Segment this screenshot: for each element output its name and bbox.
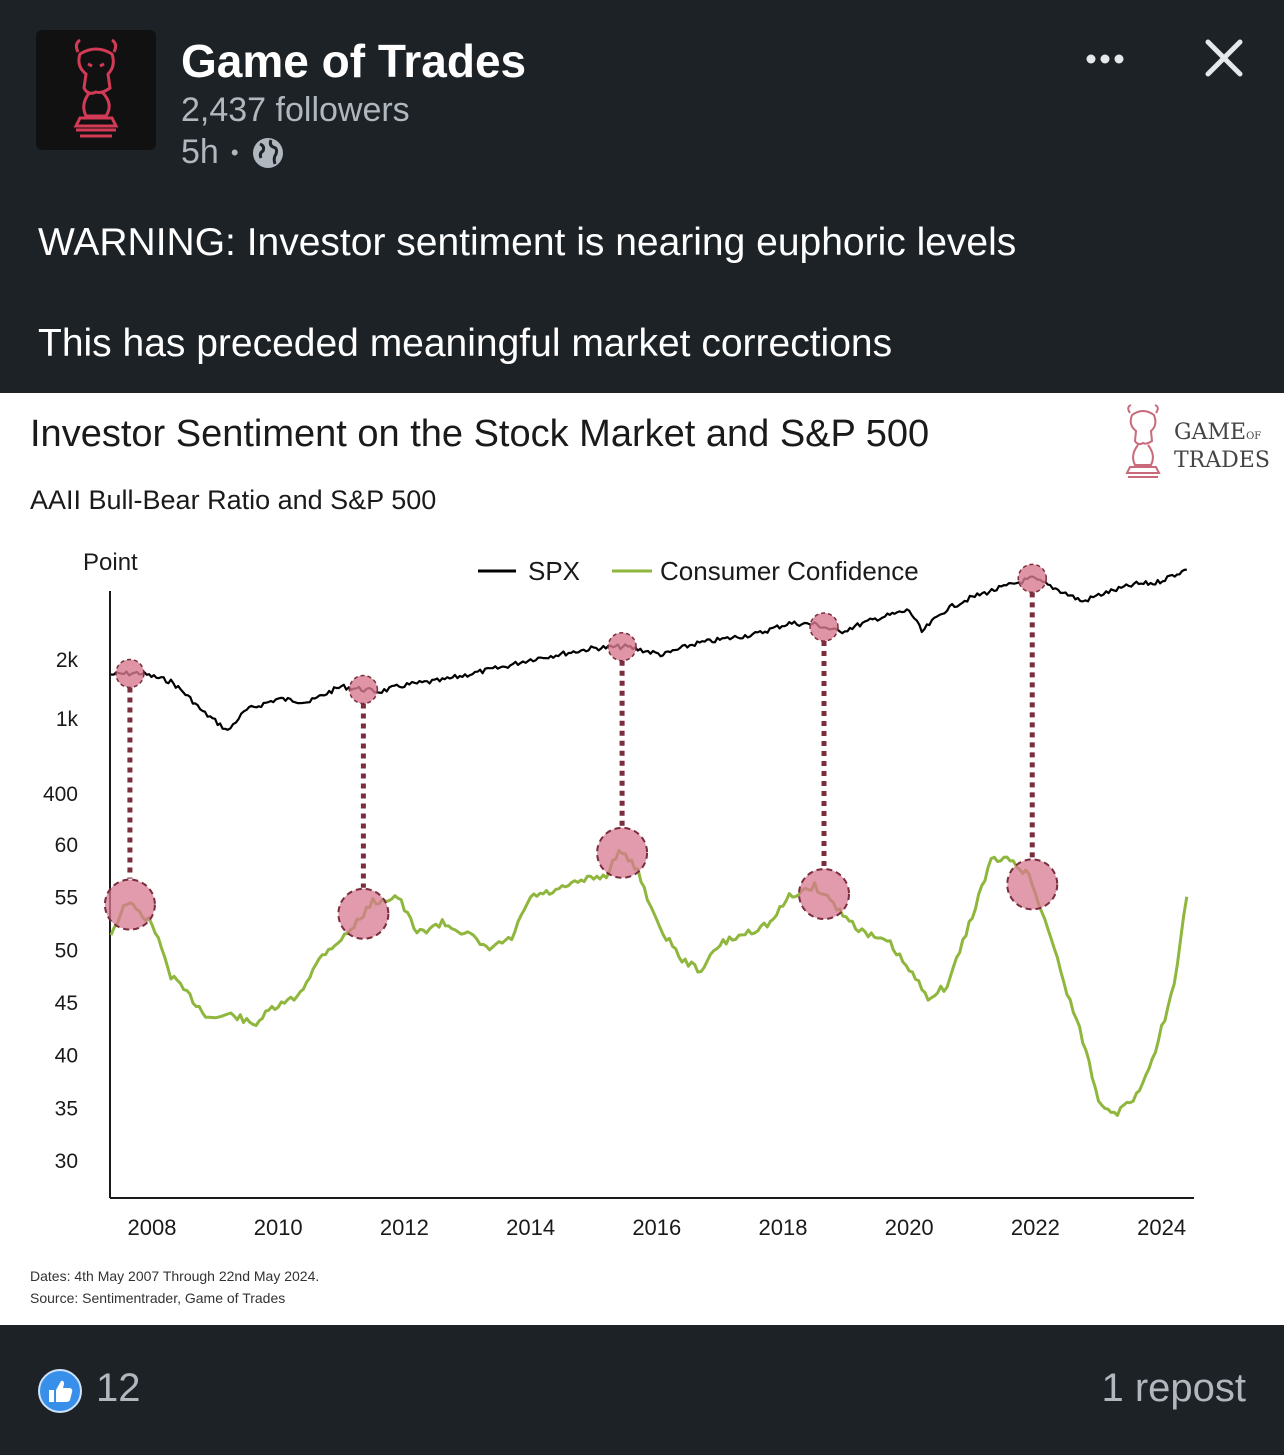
legend-label-confidence: Consumer Confidence — [660, 556, 919, 586]
post-meta: 5h • — [181, 133, 285, 172]
confidence-highlight-marker — [337, 887, 390, 940]
post-header: Game of Trades 2,437 followers 5h • — [0, 0, 1284, 190]
chart-image[interactable]: Investor Sentiment on the Stock Market a… — [0, 393, 1284, 1325]
confidence-highlight-marker — [103, 878, 156, 931]
spx-highlight-marker — [348, 674, 379, 705]
y-axis-label: Point — [83, 549, 138, 576]
x-tick-label: 2010 — [254, 1215, 303, 1240]
spx-highlight-marker — [115, 658, 145, 689]
x-tick-label: 2014 — [506, 1215, 555, 1240]
brand-logo-icon — [1125, 404, 1161, 478]
x-tick-label: 2008 — [128, 1215, 177, 1240]
dates-note: Dates: 4th May 2007 Through 22nd May 202… — [30, 1268, 320, 1284]
post-text-line: This has preceded meaningful market corr… — [38, 322, 893, 365]
spx-highlight-marker — [607, 631, 637, 662]
brand-wordmark: GAMEOF TRADES — [1174, 421, 1270, 473]
source-note: Source: Sentimentrader, Game of Trades — [30, 1290, 286, 1306]
company-logo[interactable] — [36, 30, 156, 150]
x-tick-label: 2020 — [885, 1215, 934, 1240]
y-tick-label: 50 — [55, 939, 78, 962]
close-button[interactable] — [1198, 32, 1250, 84]
y-tick-label: 1k — [56, 708, 79, 731]
y-tick-label: 60 — [55, 834, 78, 857]
chart-title: Investor Sentiment on the Stock Market a… — [30, 413, 930, 455]
author-name[interactable]: Game of Trades — [181, 35, 527, 87]
confidence-highlight-marker — [1006, 858, 1059, 911]
brand-line-of: OF — [1246, 431, 1262, 442]
follower-count: 2,437 followers — [181, 91, 410, 129]
x-tick-label: 2024 — [1137, 1215, 1186, 1240]
thumbs-up-icon[interactable] — [38, 1369, 82, 1413]
y-tick-label: 55 — [55, 887, 78, 910]
post-text: WARNING: Investor sentiment is nearing e… — [38, 218, 1016, 369]
y-tick-label: 35 — [55, 1097, 78, 1120]
brand-line-trades: TRADES — [1174, 448, 1270, 473]
chart-plot: Point 2k 1k 400 60 55 50 45 40 35 30 2008 2010 2012 20… — [43, 549, 1194, 1240]
repost-count[interactable]: 1 repost — [1101, 1366, 1246, 1410]
globe-icon — [252, 137, 283, 168]
like-count[interactable]: 12 — [96, 1366, 141, 1410]
x-tick-label: 2016 — [632, 1215, 681, 1240]
post-text-line: WARNING: Investor sentiment is nearing e… — [38, 221, 1017, 264]
y-tick-label: 2k — [56, 649, 79, 672]
y-tick-label: 40 — [55, 1045, 78, 1068]
close-icon — [1205, 39, 1243, 77]
legend-label-spx: SPX — [528, 556, 580, 586]
post-time: 5h — [181, 133, 219, 171]
y-tick-label: 400 — [43, 783, 78, 806]
more-options-button[interactable] — [1078, 30, 1132, 84]
knight-bull-logo-icon — [73, 38, 119, 138]
brand-line-game: GAME — [1174, 420, 1247, 445]
more-horizontal-icon — [1086, 54, 1124, 64]
post-footer — [0, 1325, 1284, 1455]
spx-highlight-marker — [1017, 563, 1047, 594]
x-tick-label: 2018 — [759, 1215, 808, 1240]
chart-subtitle: AAII Bull-Bear Ratio and S&P 500 — [30, 485, 437, 515]
spx-series-line — [110, 568, 1187, 731]
confidence-highlight-marker — [596, 826, 649, 879]
y-tick-label: 30 — [55, 1150, 78, 1173]
y-tick-label: 45 — [55, 992, 78, 1015]
confidence-highlight-marker — [798, 868, 851, 921]
meta-separator: • — [230, 139, 239, 165]
x-tick-label: 2012 — [380, 1215, 429, 1240]
consumer-confidence-series-line — [109, 849, 1189, 1117]
spx-highlight-marker — [809, 612, 839, 642]
x-tick-label: 2022 — [1011, 1215, 1060, 1240]
